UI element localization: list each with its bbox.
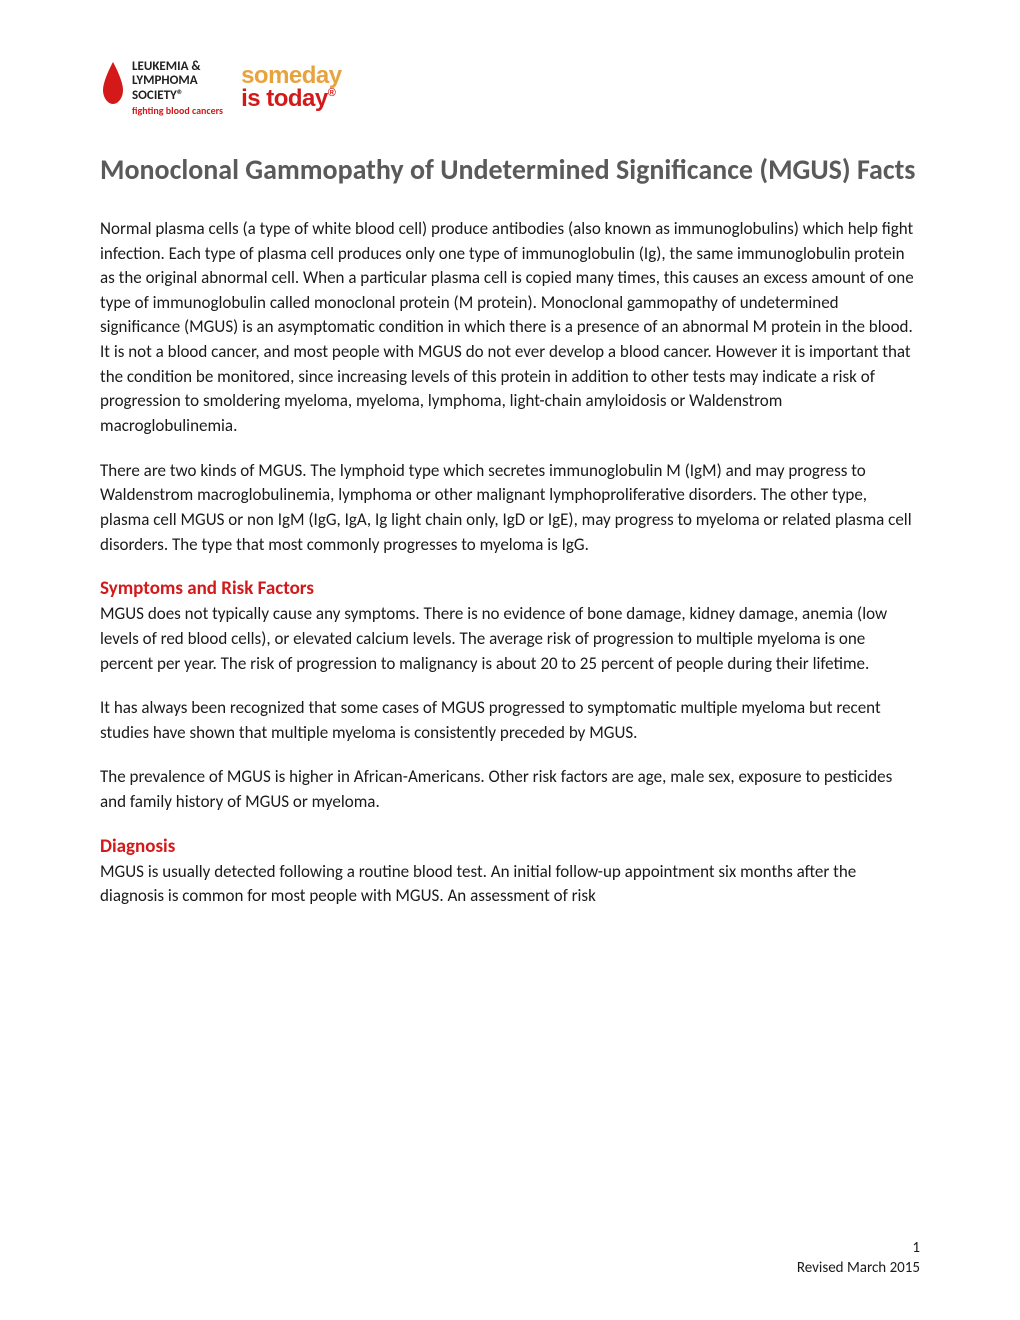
page-number: 1 (797, 1239, 920, 1259)
slogan-line-2-wrap: is today® (241, 88, 342, 111)
slogan: someday is today® (241, 65, 342, 111)
org-line-2: LYMPHOMA (132, 74, 223, 88)
revised-date: Revised March 2015 (797, 1259, 920, 1279)
diagnosis-paragraph-1: MGUS is usually detected following a rou… (100, 860, 920, 909)
blood-drop-icon (100, 60, 126, 106)
symptoms-paragraph-2: It has always been recognized that some … (100, 696, 920, 745)
intro-paragraph-2: There are two kinds of MGUS. The lymphoi… (100, 459, 920, 558)
lls-text: LEUKEMIA & LYMPHOMA SOCIETY® fighting bl… (132, 60, 223, 116)
document-page: LEUKEMIA & LYMPHOMA SOCIETY® fighting bl… (0, 0, 1020, 1320)
lls-logo: LEUKEMIA & LYMPHOMA SOCIETY® fighting bl… (100, 60, 223, 116)
header-logo-block: LEUKEMIA & LYMPHOMA SOCIETY® fighting bl… (100, 60, 920, 116)
section-head-diagnosis: Diagnosis (100, 835, 920, 858)
org-line-3: SOCIETY® (132, 89, 223, 103)
symptoms-paragraph-1: MGUS does not typically cause any sympto… (100, 602, 920, 676)
org-line-1: LEUKEMIA & (132, 60, 223, 74)
page-title: Monoclonal Gammopathy of Undetermined Si… (100, 152, 920, 187)
slogan-reg: ® (328, 87, 336, 99)
section-head-symptoms: Symptoms and Risk Factors (100, 577, 920, 600)
org-tagline: fighting blood cancers (132, 105, 223, 116)
slogan-line-2: is today (241, 85, 328, 112)
page-footer: 1 Revised March 2015 (797, 1239, 920, 1278)
intro-paragraph-1: Normal plasma cells (a type of white blo… (100, 217, 920, 439)
symptoms-paragraph-3: The prevalence of MGUS is higher in Afri… (100, 765, 920, 814)
